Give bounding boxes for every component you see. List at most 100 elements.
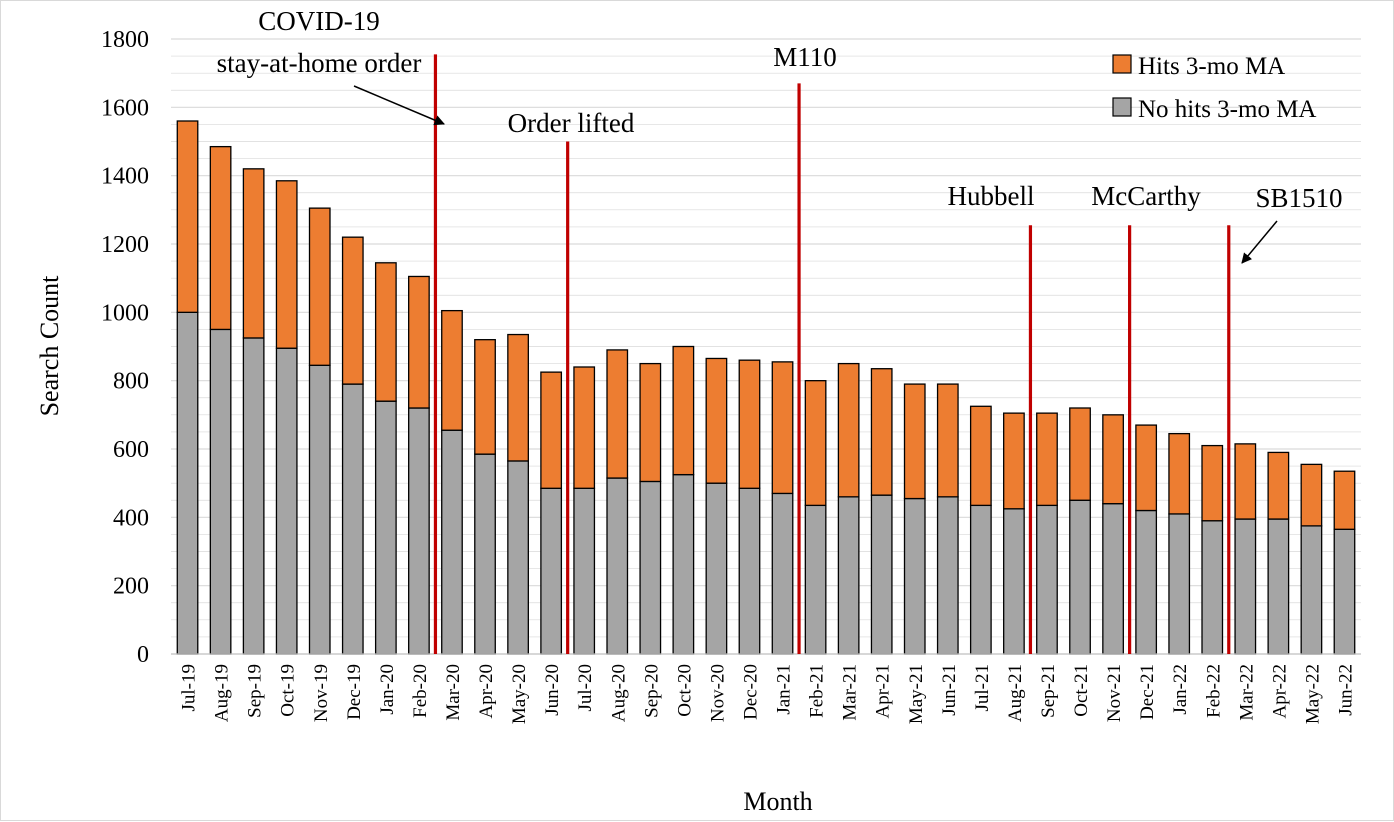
bar-no-hits [308, 364, 331, 655]
legend-swatch-no-hits [1112, 97, 1132, 117]
bar-hits [705, 357, 728, 484]
y-tick-label: 200 [113, 574, 149, 600]
bar-hits [672, 345, 695, 476]
x-tick-label: Nov-20 [707, 664, 728, 722]
bar-hits [969, 405, 992, 507]
bar-hits [1036, 412, 1058, 507]
bar-no-hits [408, 407, 430, 655]
bar-hits [738, 359, 761, 489]
bar-hits [308, 207, 331, 366]
bar-hits [441, 309, 463, 431]
x-tick-label: Dec-20 [740, 664, 761, 720]
x-tick-label: Dec-19 [344, 664, 365, 720]
x-tick-label: Mar-21 [840, 664, 861, 721]
bar-no-hits [441, 429, 463, 655]
bar-hits [606, 349, 629, 479]
bar-no-hits [1267, 518, 1290, 655]
bar-no-hits [474, 453, 496, 655]
bar-no-hits [573, 487, 596, 655]
bar-hits [1234, 443, 1257, 520]
x-tick-label: Aug-20 [608, 664, 629, 722]
x-tick-label: Sep-21 [1038, 664, 1059, 718]
bar-no-hits [1069, 499, 1091, 655]
gridlines [171, 38, 1361, 638]
bar-no-hits [1135, 509, 1158, 655]
bar-hits [408, 275, 430, 409]
bar-no-hits [936, 496, 959, 655]
bar-no-hits [209, 328, 232, 655]
bar-hits [1333, 470, 1356, 530]
y-tick-label: 1800 [101, 27, 149, 53]
event-label-lifted: Order lifted [508, 108, 635, 138]
y-tick-label: 1200 [101, 232, 149, 258]
bar-hits [1003, 412, 1025, 510]
bar-no-hits [738, 487, 761, 655]
y-tick-label: 600 [113, 437, 149, 463]
x-tick-label: Aug-19 [212, 664, 233, 722]
bar-no-hits [639, 480, 662, 655]
y-tick-label: 800 [113, 369, 149, 395]
bar-no-hits [341, 383, 364, 655]
x-tick-label: Oct-19 [278, 664, 299, 717]
x-tick-label: Feb-21 [807, 664, 828, 718]
y-tick-label: 1600 [101, 95, 149, 121]
y-axis-label: Search Count [35, 275, 64, 417]
bar-no-hits [1036, 504, 1058, 655]
bar-hits [507, 333, 529, 462]
bar-no-hits [1003, 508, 1025, 655]
x-tick-label: Jun-21 [939, 664, 960, 716]
x-tick-label: Apr-20 [476, 664, 497, 719]
bar-hits [341, 236, 364, 385]
x-tick-label: Jan-21 [774, 664, 795, 715]
bar-no-hits [771, 492, 794, 655]
y-tick-label: 0 [137, 642, 149, 668]
x-tick-label: Feb-22 [1203, 664, 1224, 718]
bar-no-hits [507, 460, 529, 655]
x-tick-label: Sep-20 [641, 664, 662, 718]
bar-no-hits [1234, 518, 1257, 655]
x-tick-label: Jan-22 [1170, 664, 1191, 715]
x-tick-label: Jul-19 [179, 664, 200, 712]
bar-hits [1102, 414, 1124, 505]
x-tick-label: Feb-20 [410, 664, 431, 718]
bar-no-hits [1300, 525, 1323, 655]
x-tick-label: Jun-20 [542, 664, 563, 716]
x-tick-label: Nov-19 [311, 664, 332, 722]
event-label-mccarthy: McCarthy [1091, 181, 1201, 211]
bar-hits [176, 120, 199, 313]
x-tick-label: Dec-21 [1137, 664, 1158, 720]
bar-hits [639, 362, 662, 483]
bar-hits [474, 339, 496, 455]
x-tick-label: May-22 [1302, 664, 1323, 724]
bar-no-hits [1333, 528, 1356, 655]
y-tick-label: 400 [113, 505, 149, 531]
bar-no-hits [672, 473, 695, 655]
bar-hits [804, 380, 827, 507]
bar-no-hits [1102, 503, 1124, 655]
x-tick-label: Jun-22 [1335, 664, 1356, 716]
bar-no-hits [804, 504, 827, 655]
event-label-covid: stay-at-home order [217, 48, 422, 78]
event-label-hubbell: Hubbell [948, 181, 1035, 211]
bar-no-hits [1168, 513, 1191, 655]
event-arrow-sb1510 [1241, 220, 1278, 264]
bars [176, 120, 1356, 655]
bar-hits [870, 368, 893, 496]
x-tick-label: Aug-21 [1005, 664, 1026, 722]
bar-no-hits [606, 477, 629, 655]
bar-hits [837, 362, 860, 498]
bar-hits [209, 145, 232, 331]
x-tick-label: Oct-21 [1071, 664, 1092, 717]
event-label-m110: M110 [773, 42, 837, 72]
x-tick-label: May-21 [906, 664, 927, 724]
bar-hits [1201, 444, 1224, 522]
legend: Hits 3-mo MA No hits 3-mo MA [1112, 53, 1316, 123]
bar-hits [1069, 407, 1091, 501]
x-axis-label: Month [743, 787, 812, 816]
bar-no-hits [705, 482, 728, 655]
bar-hits [1300, 463, 1323, 527]
bar-no-hits [374, 400, 397, 655]
bar-no-hits [837, 496, 860, 655]
bar-no-hits [903, 497, 926, 655]
